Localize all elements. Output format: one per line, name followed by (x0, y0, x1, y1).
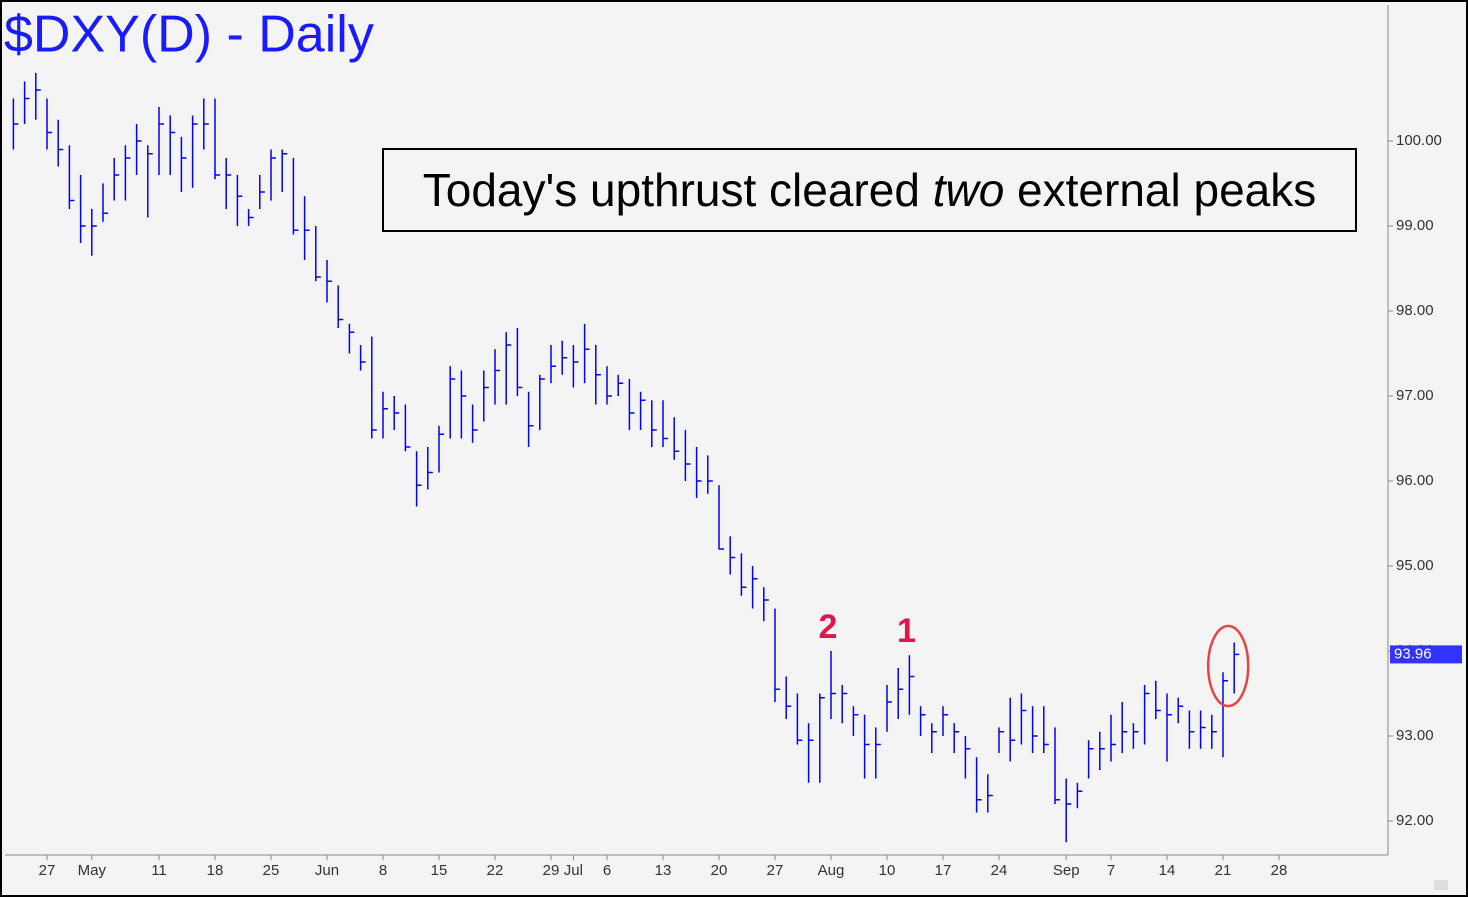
x-tick-label: 21 (1215, 862, 1232, 879)
y-tick-label: 96.00 (1396, 472, 1434, 489)
x-tick-label: 27 (767, 862, 784, 879)
x-tick-label: 24 (991, 862, 1008, 879)
y-tick-label: 92.00 (1396, 812, 1434, 829)
x-tick-label: 29 (543, 862, 560, 879)
x-tick-label: 20 (711, 862, 728, 879)
x-tick-label: Sep (1053, 862, 1080, 879)
x-tick-label: 8 (379, 862, 387, 879)
annotation-text: Today's upthrust cleared (422, 164, 933, 216)
x-tick-label: 17 (935, 862, 952, 879)
scroll-handle (1434, 880, 1448, 890)
x-tick-label: 25 (263, 862, 280, 879)
highlight-circle (1206, 624, 1250, 708)
y-tick-label: 98.00 (1396, 302, 1434, 319)
y-tick-label: 93.00 (1396, 727, 1434, 744)
peak-label: 1 (897, 612, 916, 650)
x-tick-label: 15 (431, 862, 448, 879)
x-tick-label: Jul (564, 862, 583, 879)
x-tick-label: Jun (315, 862, 339, 879)
x-tick-label: 10 (879, 862, 896, 879)
x-tick-label: Aug (818, 862, 845, 879)
x-tick-label: 6 (603, 862, 611, 879)
x-tick-label: May (78, 862, 107, 879)
x-tick-label: 14 (1159, 862, 1176, 879)
y-tick-label: 95.00 (1396, 557, 1434, 574)
last-price-box (1390, 645, 1462, 664)
annotation-emphasis: two (932, 164, 1005, 216)
peak-label: 2 (819, 608, 838, 646)
last-price-label: 93.96 (1394, 645, 1432, 662)
annotation-text: external peaks (1004, 164, 1317, 216)
x-tick-label: 27 (39, 862, 56, 879)
y-tick-label: 100.00 (1396, 132, 1442, 149)
x-tick-label: 28 (1271, 862, 1288, 879)
x-tick-label: 22 (487, 862, 504, 879)
x-tick-label: 18 (207, 862, 224, 879)
y-tick-label: 99.00 (1396, 217, 1434, 234)
x-tick-label: 11 (151, 862, 167, 879)
x-tick-label: 13 (655, 862, 672, 879)
chart-title: $DXY(D) - Daily (4, 6, 374, 64)
y-tick-label: 97.00 (1396, 387, 1434, 404)
annotation-box: Today's upthrust cleared two external pe… (382, 148, 1357, 232)
x-tick-label: 7 (1107, 862, 1115, 879)
